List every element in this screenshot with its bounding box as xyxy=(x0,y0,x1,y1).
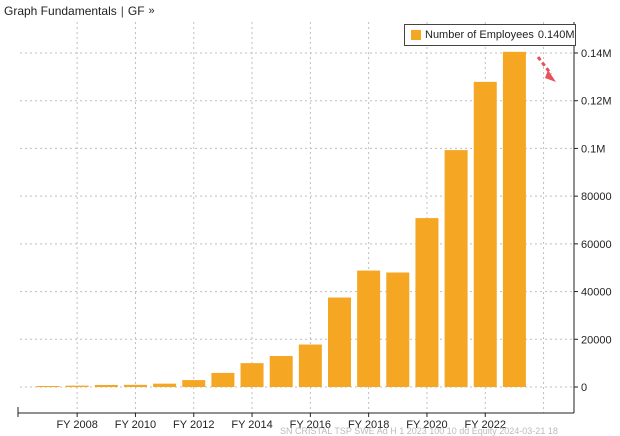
y-tick-label: 0.12M xyxy=(581,96,612,108)
bar xyxy=(182,380,206,387)
bar xyxy=(386,272,410,387)
legend-swatch xyxy=(411,30,421,40)
bar xyxy=(357,270,381,387)
x-tick-label: FY 2018 xyxy=(348,419,389,431)
bar xyxy=(473,81,497,388)
bar xyxy=(36,386,60,387)
x-tick-label: FY 2010 xyxy=(115,419,156,431)
y-tick-label: 40000 xyxy=(581,287,612,299)
bar xyxy=(269,355,293,387)
bar xyxy=(94,384,118,387)
y-tick-label: 60000 xyxy=(581,239,612,251)
bar xyxy=(415,218,439,387)
chevron-right-icon[interactable]: » xyxy=(148,5,155,17)
bar xyxy=(65,385,89,387)
x-tick-label: FY 2012 xyxy=(173,419,214,431)
chart-legend: Number of Employees 0.140M xyxy=(404,24,576,46)
bar xyxy=(444,150,468,387)
header-title: Graph Fundamentals xyxy=(4,4,117,18)
bar xyxy=(153,383,177,387)
x-tick-label: FY 2014 xyxy=(231,419,272,431)
legend-label: Number of Employees xyxy=(425,29,534,41)
y-tick-label: 0 xyxy=(581,382,587,394)
bar xyxy=(298,344,322,387)
bar xyxy=(502,51,526,388)
x-tick-label: FY 2008 xyxy=(56,419,97,431)
y-tick-label: 0.14M xyxy=(581,48,612,60)
chart-footer: SN CRISTAL TSP SWE Ad H 1 2023 100 10 dd… xyxy=(280,426,558,436)
x-tick-label: FY 2016 xyxy=(290,419,331,431)
header-code[interactable]: GF xyxy=(127,4,145,18)
bar xyxy=(240,363,264,387)
red-dashed-down-arrow-icon xyxy=(545,70,556,82)
y-tick-label: 20000 xyxy=(581,334,612,346)
bar xyxy=(211,372,235,387)
x-tick-label: FY 2022 xyxy=(465,419,506,431)
x-tick-label: FY 2020 xyxy=(406,419,447,431)
legend-value: 0.140M xyxy=(537,29,575,41)
y-tick-label: 0.1M xyxy=(581,143,605,155)
bar xyxy=(123,384,147,387)
bar xyxy=(328,297,351,387)
header-separator: | xyxy=(120,4,124,18)
y-tick-label: 80000 xyxy=(581,191,612,203)
trend-arrow-shaft xyxy=(536,56,553,75)
chart-header: Graph Fundamentals | GF » xyxy=(4,2,155,20)
